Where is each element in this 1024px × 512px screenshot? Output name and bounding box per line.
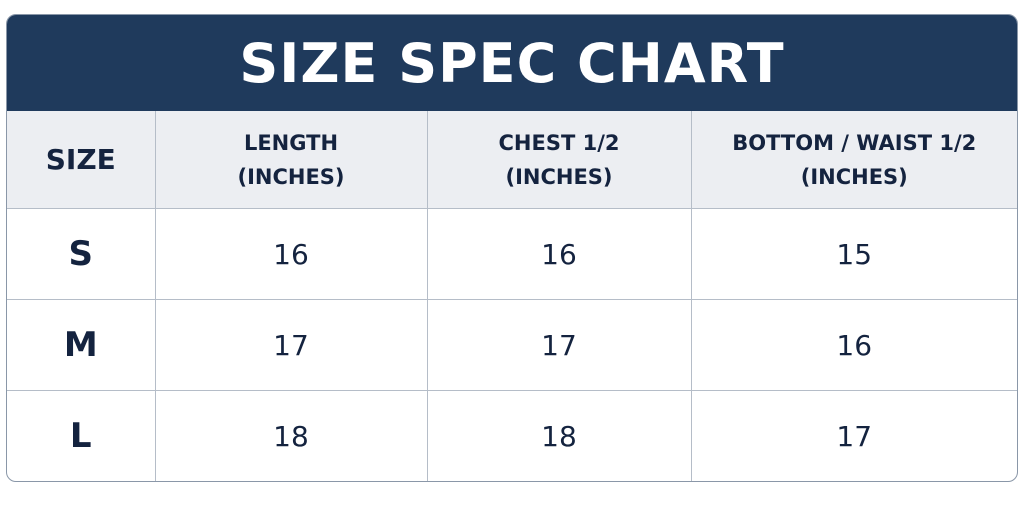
table-row: S 16 16 15 [7, 208, 1017, 300]
bottom-cell: 17 [836, 419, 873, 453]
size-cell: L [7, 390, 156, 481]
column-header-chest-label: CHEST 1/2 [498, 130, 620, 155]
chart-title: SIZE SPEC CHART [239, 31, 785, 95]
column-header-bottom-unit: (INCHES) [800, 164, 908, 189]
size-cell: M [7, 299, 156, 391]
bottom-cell: 16 [691, 299, 1017, 391]
size-table: SIZE LENGTH (INCHES) CHEST 1/2 (INCHES) … [7, 111, 1017, 481]
header-row: SIZE LENGTH (INCHES) CHEST 1/2 (INCHES) … [7, 111, 1017, 209]
column-header-bottom-label: BOTTOM / WAIST 1/2 [732, 130, 977, 155]
chest-cell: 18 [427, 390, 692, 481]
column-header-size-label: SIZE [45, 142, 116, 176]
column-header-length-label: LENGTH [243, 130, 339, 155]
table-row: M 17 17 16 [7, 299, 1017, 391]
title-bar: SIZE SPEC CHART [7, 15, 1017, 111]
length-cell: 18 [155, 390, 428, 481]
column-header-length: LENGTH (INCHES) [155, 111, 428, 209]
table-row: L 18 18 17 [7, 390, 1017, 481]
size-cell: S [7, 208, 156, 300]
column-header-chest-unit: (INCHES) [505, 164, 613, 189]
length-cell: 16 [155, 208, 428, 300]
column-header-length-unit: (INCHES) [237, 164, 345, 189]
length-cell: 17 [155, 299, 428, 391]
chest-cell: 16 [427, 208, 692, 300]
size-spec-card: SIZE SPEC CHART SIZE LENGTH (INCHES) CHE… [6, 14, 1018, 482]
column-header-size: SIZE [7, 111, 156, 209]
column-header-bottom: BOTTOM / WAIST 1/2 (INCHES) [691, 111, 1017, 209]
bottom-cell: 15 [691, 208, 1017, 300]
chest-cell: 17 [427, 299, 692, 391]
column-header-chest: CHEST 1/2 (INCHES) [427, 111, 692, 209]
